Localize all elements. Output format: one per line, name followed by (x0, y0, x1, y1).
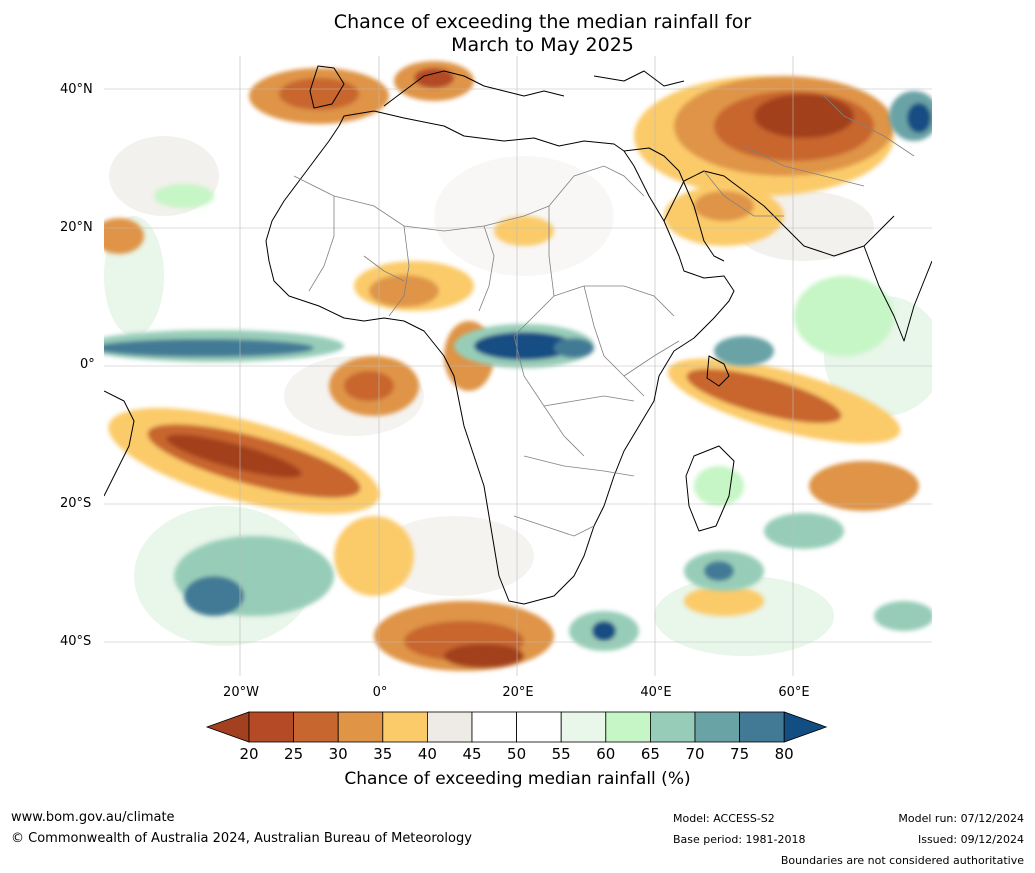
colorbar-tick-label: 65 (640, 745, 660, 763)
colorbar-tick-label: 60 (596, 745, 616, 763)
rainfall-map-canvas (104, 56, 932, 676)
lat-label-40s: 40°S (60, 634, 92, 649)
colorbar-label: Chance of exceeding median rainfall (%) (344, 769, 691, 789)
rainfall-map (104, 56, 932, 676)
lat-label-20s: 20°S (60, 496, 92, 511)
colorbar-tick-label: 45 (462, 745, 482, 763)
colorbar-cell (560, 711, 607, 743)
lat-label-0: 0° (80, 357, 95, 372)
base-period: Base period: 1981-2018 (673, 833, 806, 846)
coastline (104, 65, 932, 605)
colorbar-tick-label: 40 (417, 745, 437, 763)
colorbar-cell (293, 711, 339, 743)
colorbar-tick-label: 35 (373, 745, 393, 763)
colorbar-tick-label: 55 (551, 745, 571, 763)
colorbar-tick-label: 30 (328, 745, 348, 763)
colorbar-extension-low (205, 711, 250, 743)
colorbar-extension-high (783, 711, 828, 743)
map-title-line2: March to May 2025 (451, 34, 634, 56)
colorbar-tick-label: 20 (239, 745, 259, 763)
lon-label-20w: 20°W (223, 685, 259, 700)
copyright-text: © Commonwealth of Australia 2024, Austra… (11, 831, 472, 846)
colorbar-cell (649, 711, 696, 743)
colorbar-tick-label: 70 (685, 745, 705, 763)
colorbar (205, 711, 828, 743)
colorbar-cell (426, 711, 473, 743)
colorbar-tick-label: 75 (730, 745, 750, 763)
colorbar-cell (382, 711, 428, 743)
colorbar-tick-label: 80 (774, 745, 794, 763)
colorbar-cell (516, 711, 562, 743)
lon-label-40e: 40°E (640, 685, 672, 700)
lon-label-20e: 20°E (502, 685, 534, 700)
colorbar-cell (471, 711, 517, 743)
website-link[interactable]: www.bom.gov.au/climate (11, 810, 175, 825)
graticule (104, 56, 932, 676)
boundary-disclaimer: Boundaries are not considered authoritat… (780, 854, 1024, 867)
model-name: Model: ACCESS-S2 (673, 812, 775, 825)
lat-label-20n: 20°N (60, 220, 93, 235)
colorbar-cell (605, 711, 651, 743)
colorbar-cell (248, 711, 294, 743)
wet-anomaly-areas (104, 91, 932, 651)
map-title-line1: Chance of exceeding the median rainfall … (333, 11, 752, 33)
model-run-date: Model run: 07/12/2024 (898, 812, 1024, 825)
lon-label-60e: 60°E (778, 685, 810, 700)
issued-date: Issued: 09/12/2024 (917, 833, 1024, 846)
country-borders (293, 95, 915, 537)
colorbar-cell (694, 711, 740, 743)
lat-label-40n: 40°N (60, 82, 93, 97)
lon-label-0: 0° (372, 685, 388, 700)
colorbar-tick-label: 50 (507, 745, 527, 763)
colorbar-tick-label: 25 (284, 745, 304, 763)
dry-anomaly-areas (104, 61, 919, 671)
colorbar-cell (739, 711, 785, 743)
colorbar-cell (337, 711, 384, 743)
